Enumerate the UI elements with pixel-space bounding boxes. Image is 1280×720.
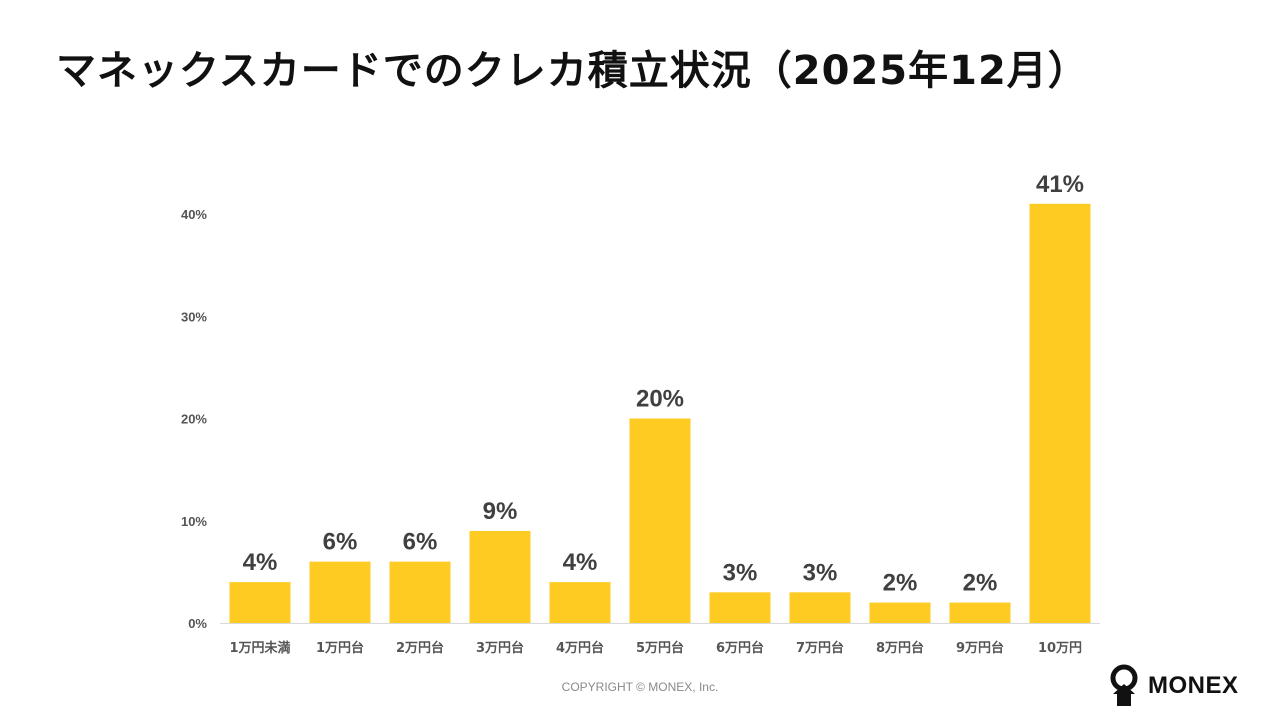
y-tick-label: 40% <box>181 207 207 222</box>
x-tick-label: 6万円台 <box>716 640 764 656</box>
data-label: 4% <box>243 549 278 576</box>
x-tick-label: 1万円未満 <box>229 640 290 656</box>
data-label: 3% <box>803 559 838 586</box>
data-label: 20% <box>636 386 684 413</box>
y-tick-label: 30% <box>181 309 207 324</box>
bar <box>229 582 291 623</box>
logo-wordmark: MONEX <box>1148 672 1239 699</box>
data-label: 3% <box>723 559 758 586</box>
bar <box>629 418 691 623</box>
data-label: 2% <box>883 570 918 597</box>
data-label: 9% <box>483 498 518 525</box>
bar <box>789 592 851 623</box>
monex-logo: MONEX <box>1106 664 1239 708</box>
x-tick-label: 9万円台 <box>956 640 1004 656</box>
data-label: 41% <box>1036 171 1084 198</box>
bar <box>389 561 451 623</box>
data-label: 6% <box>323 529 358 556</box>
copyright-text: COPYRIGHT © MONEX, Inc. <box>561 680 719 694</box>
x-tick-label: 10万円 <box>1038 641 1082 656</box>
monex-logo-icon <box>1110 664 1138 706</box>
x-tick-label: 2万円台 <box>396 640 444 656</box>
x-tick-label: 5万円台 <box>636 640 684 656</box>
x-tick-label: 4万円台 <box>556 640 604 656</box>
x-tick-label: 8万円台 <box>876 640 924 656</box>
x-tick-label: 3万円台 <box>476 640 524 656</box>
data-label: 2% <box>963 570 998 597</box>
y-tick-label: 0% <box>188 616 207 631</box>
chart-title: マネックスカードでのクレカ積立状況（2025年12月） <box>56 48 1089 94</box>
data-label: 4% <box>563 549 598 576</box>
bar <box>1029 203 1091 623</box>
data-label: 6% <box>403 529 438 556</box>
x-tick-label: 7万円台 <box>796 640 844 656</box>
y-tick-label: 20% <box>181 412 207 427</box>
y-tick-label: 10% <box>181 514 207 529</box>
bar <box>469 530 531 623</box>
bar <box>549 582 611 623</box>
bar <box>869 602 931 623</box>
bar <box>709 592 771 623</box>
bar <box>949 602 1011 623</box>
bar <box>309 561 371 623</box>
x-tick-label: 1万円台 <box>316 640 364 656</box>
